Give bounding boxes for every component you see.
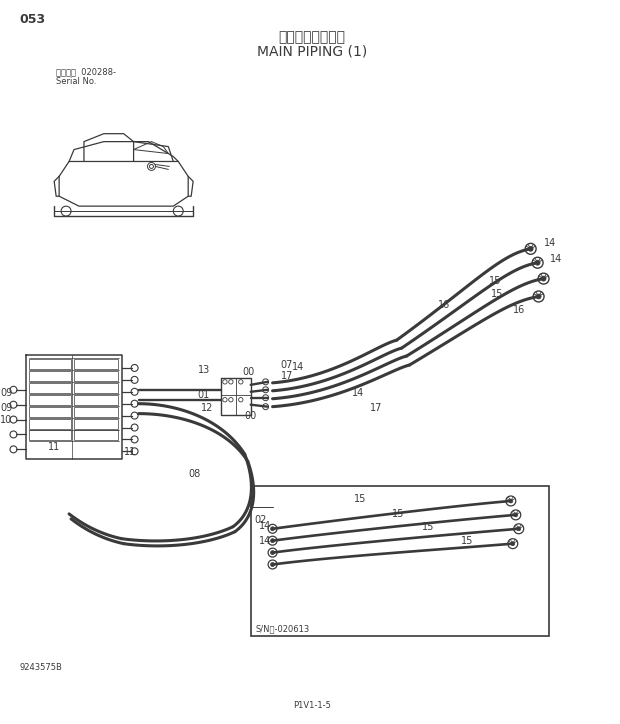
Bar <box>74 431 118 440</box>
Bar <box>250 500 273 514</box>
Text: 14: 14 <box>352 388 364 397</box>
Circle shape <box>514 513 518 517</box>
Text: 15: 15 <box>489 276 502 285</box>
Text: 16: 16 <box>513 306 525 316</box>
Text: 17: 17 <box>370 403 382 413</box>
Text: 11: 11 <box>123 447 136 458</box>
Bar <box>74 359 118 369</box>
Text: 10: 10 <box>0 415 12 424</box>
Text: 15: 15 <box>422 522 434 532</box>
Text: 14: 14 <box>549 253 562 264</box>
Text: 02: 02 <box>255 515 267 525</box>
Text: メイン配管（１）: メイン配管（１） <box>279 30 346 44</box>
Circle shape <box>270 527 275 531</box>
Circle shape <box>270 563 275 566</box>
Text: 053: 053 <box>19 13 45 26</box>
Circle shape <box>509 499 513 503</box>
Text: 14: 14 <box>259 536 271 546</box>
Text: 11: 11 <box>48 442 60 452</box>
Circle shape <box>270 551 275 555</box>
Circle shape <box>535 260 540 265</box>
Bar <box>29 359 71 369</box>
Bar <box>29 431 71 440</box>
Circle shape <box>536 294 541 299</box>
Text: 00: 00 <box>245 411 257 421</box>
Text: 14: 14 <box>544 238 556 248</box>
Bar <box>74 418 118 429</box>
Bar <box>74 395 118 405</box>
Text: 17: 17 <box>280 371 293 381</box>
Bar <box>74 407 118 416</box>
Bar <box>29 383 71 393</box>
Circle shape <box>528 246 533 251</box>
Bar <box>74 383 118 393</box>
Text: 07: 07 <box>280 360 293 370</box>
Text: 14: 14 <box>259 521 271 531</box>
Text: 適用号機  020288-: 適用号機 020288- <box>56 67 116 77</box>
Text: 9243575B: 9243575B <box>19 663 62 673</box>
Bar <box>29 371 71 381</box>
Text: 15: 15 <box>392 509 404 519</box>
Text: MAIN PIPING (1): MAIN PIPING (1) <box>257 44 368 59</box>
Text: 00: 00 <box>243 367 255 377</box>
Text: 09: 09 <box>0 388 12 397</box>
Text: 09: 09 <box>0 403 12 413</box>
Circle shape <box>516 527 521 531</box>
Bar <box>29 395 71 405</box>
Bar <box>250 486 549 636</box>
Text: 16: 16 <box>438 300 451 311</box>
Bar <box>74 371 118 381</box>
Bar <box>29 418 71 429</box>
Circle shape <box>511 542 515 546</box>
Text: 15: 15 <box>354 494 366 504</box>
Text: S/N：-020613: S/N：-020613 <box>255 625 310 634</box>
Text: 12: 12 <box>201 403 213 413</box>
Text: 08: 08 <box>188 469 200 479</box>
Text: 15: 15 <box>461 536 474 546</box>
Bar <box>29 407 71 416</box>
Circle shape <box>270 539 275 543</box>
Text: Serial No.: Serial No. <box>56 77 97 85</box>
Text: 15: 15 <box>491 288 503 298</box>
Circle shape <box>541 276 546 281</box>
Text: 01: 01 <box>198 390 210 400</box>
Text: 14: 14 <box>293 362 304 372</box>
Text: P1V1-1-5: P1V1-1-5 <box>293 701 331 710</box>
Text: 13: 13 <box>198 365 210 375</box>
